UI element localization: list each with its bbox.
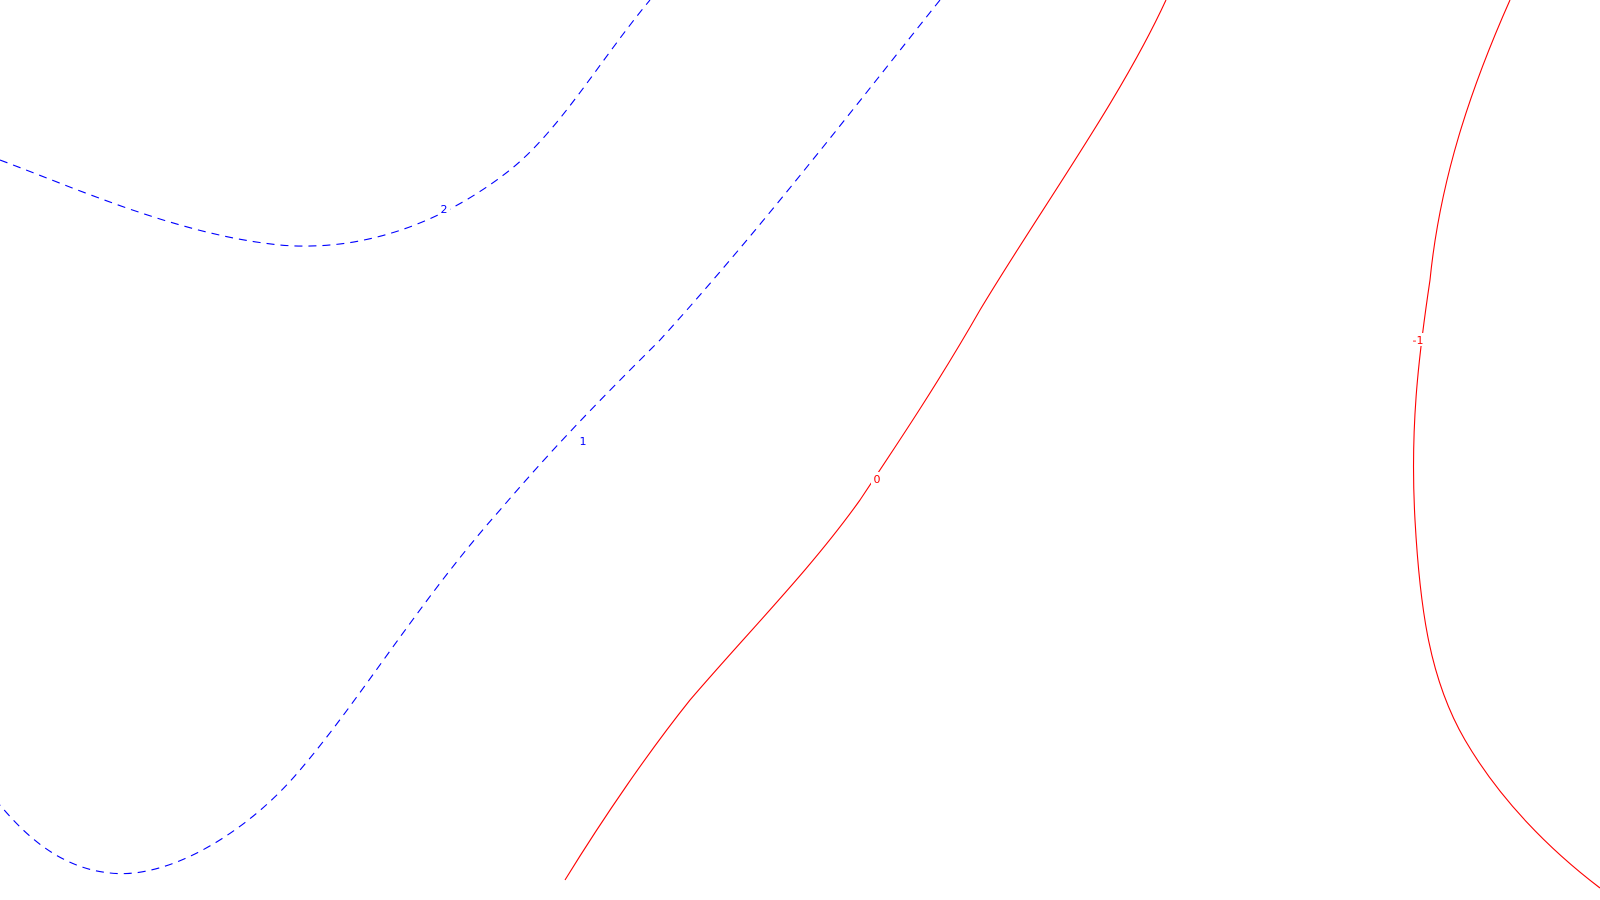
contour-line-0: [564, 0, 1167, 881]
contour-label-2: 2: [441, 203, 448, 216]
contour-label-1: 1: [580, 435, 587, 448]
contour-line-2: [0, 0, 651, 247]
contour-label-neg1: -1: [1413, 334, 1424, 347]
contour-line-1: [0, 0, 941, 875]
contour-line-neg1: [1412, 0, 1600, 889]
contour-label-0: 0: [874, 473, 881, 486]
